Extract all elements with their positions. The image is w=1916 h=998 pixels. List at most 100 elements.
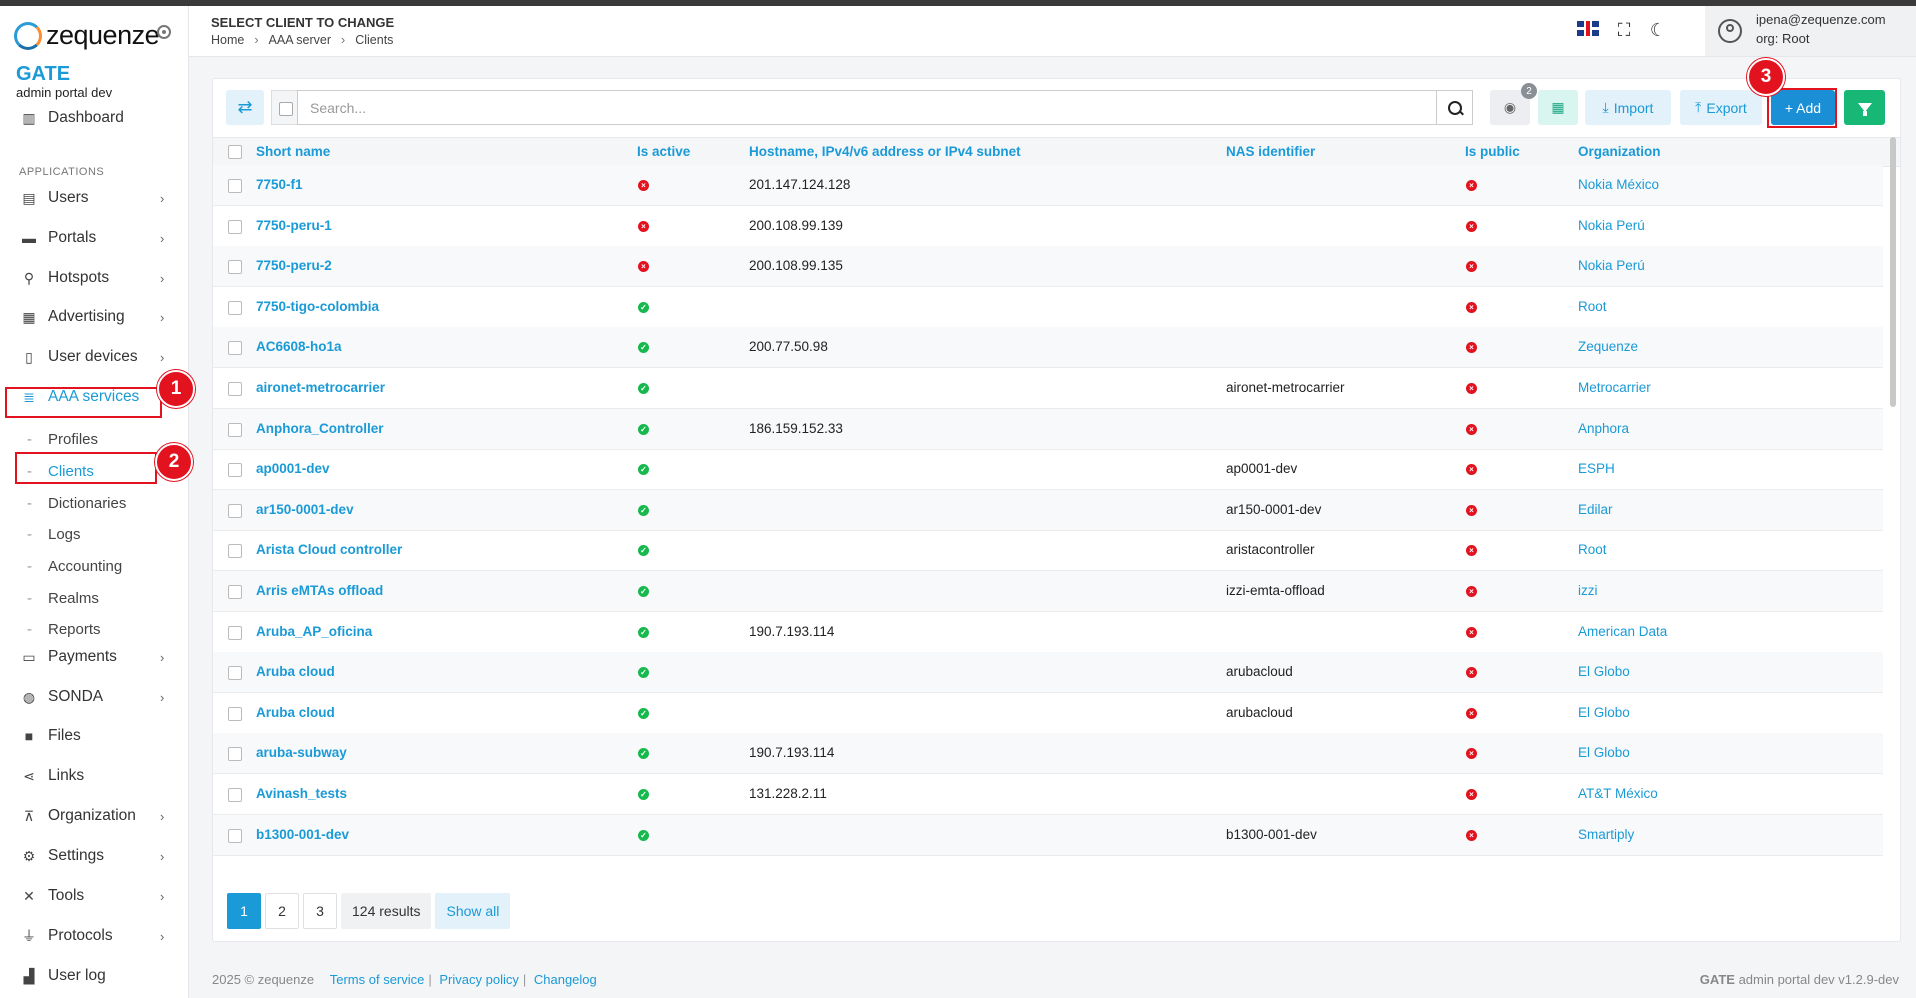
sidebar-subitem-dictionaries[interactable]: - Dictionaries (0, 488, 188, 518)
client-short-name-link[interactable]: aironet-metrocarrier (256, 380, 386, 395)
sidebar-item-users[interactable]: ▤ Users › (0, 181, 188, 215)
row-checkbox[interactable] (228, 625, 242, 640)
sidebar-item-files[interactable]: ■ Files (0, 719, 188, 753)
sidebar-subitem-realms[interactable]: - Realms (0, 583, 188, 613)
row-checkbox[interactable] (228, 341, 242, 356)
sidebar-item-settings[interactable]: ⚙ Settings › (0, 839, 188, 873)
sidebar-item-payments[interactable]: ▭ Payments › (0, 640, 188, 674)
client-short-name-link[interactable]: 7750-peru-2 (256, 258, 332, 274)
sidebar-item-aaa-services[interactable]: ≣ AAA services (0, 380, 188, 414)
client-organization-link[interactable]: Nokia México (1578, 177, 1660, 192)
search-input[interactable]: Search... (297, 90, 1437, 125)
client-organization-link[interactable]: Smartiply (1578, 826, 1635, 842)
client-short-name-link[interactable]: Aruba_AP_oficina (256, 623, 373, 639)
terms-link[interactable]: Terms of service (329, 972, 425, 987)
client-organization-link[interactable]: Nokia Perú (1578, 258, 1645, 274)
client-short-name-link[interactable]: ap0001-dev (256, 461, 330, 477)
sidebar-item-protocols[interactable]: ⏚ Protocols › (0, 919, 188, 953)
client-organization-link[interactable]: ESPH (1578, 461, 1615, 477)
col-short-name[interactable]: Short name (256, 144, 331, 159)
export-button[interactable]: ⤒ Export (1680, 90, 1762, 125)
client-short-name-link[interactable]: Anphora_Controller (256, 420, 384, 436)
sidebar-subitem-reports[interactable]: - Reports (0, 614, 188, 644)
sidebar-item-sonda[interactable]: ◍ SONDA › (0, 680, 188, 714)
client-organization-link[interactable]: AT&T México (1578, 786, 1658, 801)
client-short-name-link[interactable]: Arris eMTAs offload (256, 583, 384, 598)
filter-button[interactable] (1844, 90, 1885, 125)
show-all-button[interactable]: Show all (435, 893, 511, 929)
col-nas-identifier[interactable]: NAS identifier (1226, 144, 1316, 159)
user-menu[interactable]: ipena@zequenze.com org: Root (1705, 6, 1916, 56)
client-short-name-link[interactable]: Arista Cloud controller (256, 542, 403, 558)
client-organization-link[interactable]: Root (1578, 542, 1607, 558)
sidebar-subitem-clients[interactable]: - Clients (0, 456, 188, 486)
row-checkbox[interactable] (228, 544, 242, 559)
sidebar-item-tools[interactable]: ✕ Tools › (0, 879, 188, 913)
map-button[interactable]: ▦ (1538, 90, 1578, 125)
client-organization-link[interactable]: Metrocarrier (1578, 380, 1651, 395)
col-hostname[interactable]: Hostname, IPv4/v6 address or IPv4 subnet (749, 144, 1021, 159)
sidebar-subitem-logs[interactable]: - Logs (0, 519, 188, 549)
client-short-name-link[interactable]: 7750-tigo-colombia (256, 298, 380, 314)
page-3-button[interactable]: 3 (303, 893, 337, 929)
client-organization-link[interactable]: El Globo (1578, 704, 1630, 720)
refresh-button[interactable]: ⇄ (226, 90, 264, 125)
client-organization-link[interactable]: Zequenze (1578, 339, 1639, 355)
row-checkbox[interactable] (228, 300, 242, 315)
table-scrollbar[interactable] (1890, 137, 1896, 407)
col-is-active[interactable]: Is active (637, 144, 691, 159)
client-short-name-link[interactable]: Aruba cloud (256, 704, 335, 720)
select-all-toolbar-checkbox[interactable] (271, 90, 297, 125)
row-checkbox[interactable] (228, 422, 242, 437)
dark-mode-moon-icon[interactable]: ☾ (1649, 19, 1667, 40)
sidebar-item-portals[interactable]: ▬ Portals › (0, 221, 188, 255)
uk-flag-icon[interactable] (1577, 21, 1599, 36)
col-is-public[interactable]: Is public (1465, 144, 1520, 159)
sidebar-toggle-icon[interactable] (157, 25, 171, 39)
import-button[interactable]: ⤓ Import (1585, 90, 1671, 125)
client-organization-link[interactable]: Edilar (1578, 501, 1613, 517)
sidebar-item-dashboard[interactable]: ▥ Dashboard (0, 101, 188, 135)
client-short-name-link[interactable]: Aruba cloud (256, 664, 335, 680)
col-organization[interactable]: Organization (1578, 144, 1661, 159)
client-short-name-link[interactable]: Avinash_tests (256, 786, 348, 801)
client-short-name-link[interactable]: 7750-f1 (256, 177, 303, 192)
client-organization-link[interactable]: El Globo (1578, 664, 1630, 680)
client-short-name-link[interactable]: b1300-001-dev (256, 826, 350, 842)
sidebar-item-organization[interactable]: ⊼ Organization › (0, 799, 188, 833)
sidebar-subitem-profiles[interactable]: - Profiles (0, 424, 188, 454)
sidebar-item-user-log[interactable]: ▟ User log (0, 959, 188, 993)
row-checkbox[interactable] (228, 382, 242, 396)
client-short-name-link[interactable]: aruba-subway (256, 745, 347, 761)
row-checkbox[interactable] (228, 828, 242, 843)
row-checkbox[interactable] (228, 463, 242, 478)
row-checkbox[interactable] (228, 219, 242, 234)
row-checkbox[interactable] (228, 585, 242, 599)
select-all-checkbox[interactable] (228, 145, 242, 159)
sidebar-item-hotspots[interactable]: ⚲ Hotspots › (0, 261, 188, 295)
client-short-name-link[interactable]: AC6608-ho1a (256, 339, 342, 355)
changelog-link[interactable]: Changelog (533, 972, 597, 987)
page-2-button[interactable]: 2 (265, 893, 299, 929)
client-short-name-link[interactable]: 7750-peru-1 (256, 217, 332, 233)
row-checkbox[interactable] (228, 260, 242, 275)
client-organization-link[interactable]: Anphora (1578, 420, 1630, 436)
client-organization-link[interactable]: American Data (1578, 623, 1668, 639)
client-organization-link[interactable]: Nokia Perú (1578, 217, 1645, 233)
row-checkbox[interactable] (228, 706, 242, 721)
fullscreen-icon[interactable]: ⛶ (1617, 19, 1631, 40)
breadcrumb-aaa-server[interactable]: AAA server (268, 33, 332, 47)
breadcrumb-home[interactable]: Home (211, 33, 245, 47)
sidebar-subitem-accounting[interactable]: - Accounting (0, 551, 188, 581)
page-1-button[interactable]: 1 (227, 893, 261, 929)
sidebar-item-advertising[interactable]: ▦ Advertising › (0, 300, 188, 334)
client-organization-link[interactable]: izzi (1578, 583, 1598, 598)
row-checkbox[interactable] (228, 747, 242, 762)
search-button[interactable] (1437, 90, 1473, 125)
row-checkbox[interactable] (228, 179, 242, 193)
row-checkbox[interactable] (228, 666, 242, 681)
client-short-name-link[interactable]: ar150-0001-dev (256, 501, 354, 517)
client-organization-link[interactable]: Root (1578, 298, 1607, 314)
sidebar-item-links[interactable]: ⋖ Links (0, 759, 188, 793)
row-checkbox[interactable] (228, 503, 242, 518)
